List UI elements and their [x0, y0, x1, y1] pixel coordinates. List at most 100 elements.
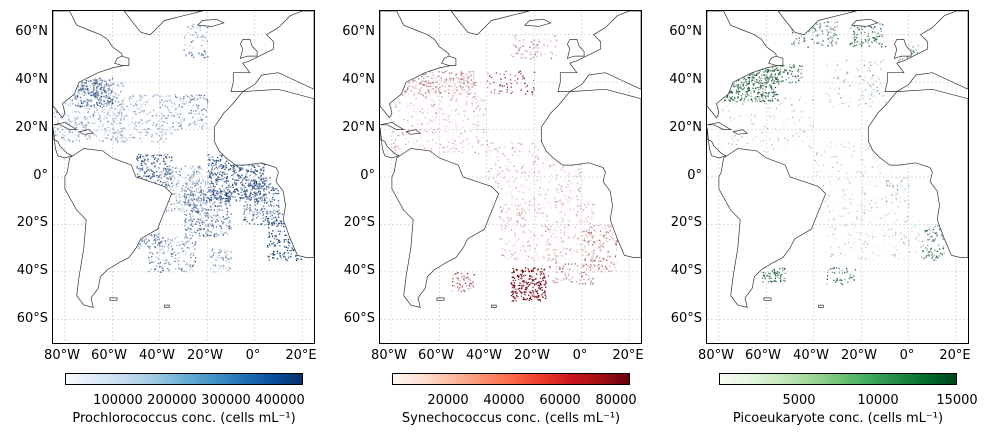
data-pixel [536, 179, 539, 181]
data-pixel [431, 104, 433, 106]
data-pixel [108, 91, 111, 93]
data-pixel [502, 153, 505, 155]
data-pixel [528, 236, 530, 239]
data-pixel [178, 193, 180, 196]
data-pixel [540, 55, 542, 57]
data-pixel [171, 170, 174, 172]
data-pixel [203, 203, 206, 205]
data-pixel [460, 73, 462, 75]
data-pixel [460, 70, 462, 72]
data-pixel [88, 134, 90, 137]
data-pixel [501, 218, 503, 220]
data-pixel [61, 132, 64, 134]
data-pixel [557, 192, 560, 194]
data-pixel [477, 128, 479, 131]
data-pixel [474, 92, 476, 94]
data-pixel [213, 201, 215, 204]
data-pixel [509, 192, 511, 194]
data-pixel [166, 157, 168, 159]
data-pixel [249, 174, 251, 176]
data-pixel [206, 178, 209, 180]
data-pixel [428, 91, 430, 93]
data-pixel [287, 239, 290, 241]
data-pixel [544, 157, 547, 159]
data-pixel [69, 103, 71, 105]
data-pixel [141, 141, 143, 143]
data-pixel [580, 185, 582, 187]
data-pixel [568, 190, 570, 192]
data-pixel [89, 116, 91, 118]
data-pixel [511, 91, 514, 93]
data-pixel [119, 131, 121, 133]
data-pixel [167, 184, 169, 186]
data-pixel [167, 238, 169, 240]
data-pixel [167, 171, 169, 173]
data-pixel [212, 227, 215, 229]
data-pixel [226, 193, 228, 195]
data-pixel [88, 108, 90, 110]
data-pixel [440, 92, 442, 94]
data-pixel [535, 199, 537, 201]
data-pixel [529, 53, 531, 55]
data-pixel [445, 138, 447, 140]
data-pixel [201, 207, 203, 209]
data-pixel [114, 108, 116, 110]
data-pixel [90, 140, 92, 142]
data-pixel [96, 97, 98, 99]
data-pixel [444, 89, 446, 92]
data-pixel [460, 106, 462, 108]
data-pixel [198, 117, 200, 119]
data-pixel [467, 87, 470, 89]
data-pixel [159, 163, 161, 165]
data-pixel [81, 105, 83, 107]
data-pixel [156, 252, 158, 254]
data-pixel [187, 105, 190, 107]
data-pixel [217, 193, 219, 195]
data-pixel [93, 111, 96, 113]
data-pixel [203, 228, 205, 230]
data-pixel [162, 126, 164, 128]
data-pixel [511, 199, 513, 201]
data-pixel [455, 100, 457, 102]
data-pixel [192, 173, 195, 176]
data-pixel [455, 88, 457, 90]
data-pixel [561, 188, 563, 190]
data-pixel [412, 80, 414, 82]
data-pixel [54, 115, 56, 118]
data-pixel [166, 166, 169, 168]
data-pixel [122, 137, 125, 140]
data-pixel [543, 190, 546, 192]
lat-tick-label: 40°N [15, 72, 48, 87]
data-pixel [195, 94, 198, 96]
data-pixel [112, 77, 114, 79]
data-pixel [221, 185, 224, 187]
data-pixel [249, 208, 251, 211]
data-pixel [202, 220, 204, 222]
data-pixel [108, 93, 110, 95]
data-pixel [85, 118, 87, 121]
data-pixel [232, 167, 234, 169]
data-pixel [290, 250, 292, 252]
data-pixel [191, 98, 193, 100]
data-pixel [104, 91, 106, 93]
data-pixel [195, 110, 197, 112]
data-pixel [166, 181, 168, 183]
data-pixel [162, 127, 165, 130]
data-pixel [121, 115, 123, 117]
data-pixel [218, 252, 220, 254]
data-pixel [139, 243, 141, 245]
data-pixel [239, 200, 241, 202]
data-pixel [224, 190, 226, 192]
data-pixel [523, 191, 525, 194]
data-pixel [87, 116, 89, 118]
data-pixel [479, 98, 481, 100]
data-pixel [158, 135, 160, 137]
data-pixel [172, 253, 174, 255]
data-pixel [564, 207, 566, 209]
data-pixel [481, 127, 483, 130]
data-pixel [549, 226, 551, 228]
data-pixel [210, 220, 213, 223]
data-pixel [86, 99, 88, 101]
data-pixel [81, 92, 83, 95]
data-pixel [518, 47, 520, 49]
